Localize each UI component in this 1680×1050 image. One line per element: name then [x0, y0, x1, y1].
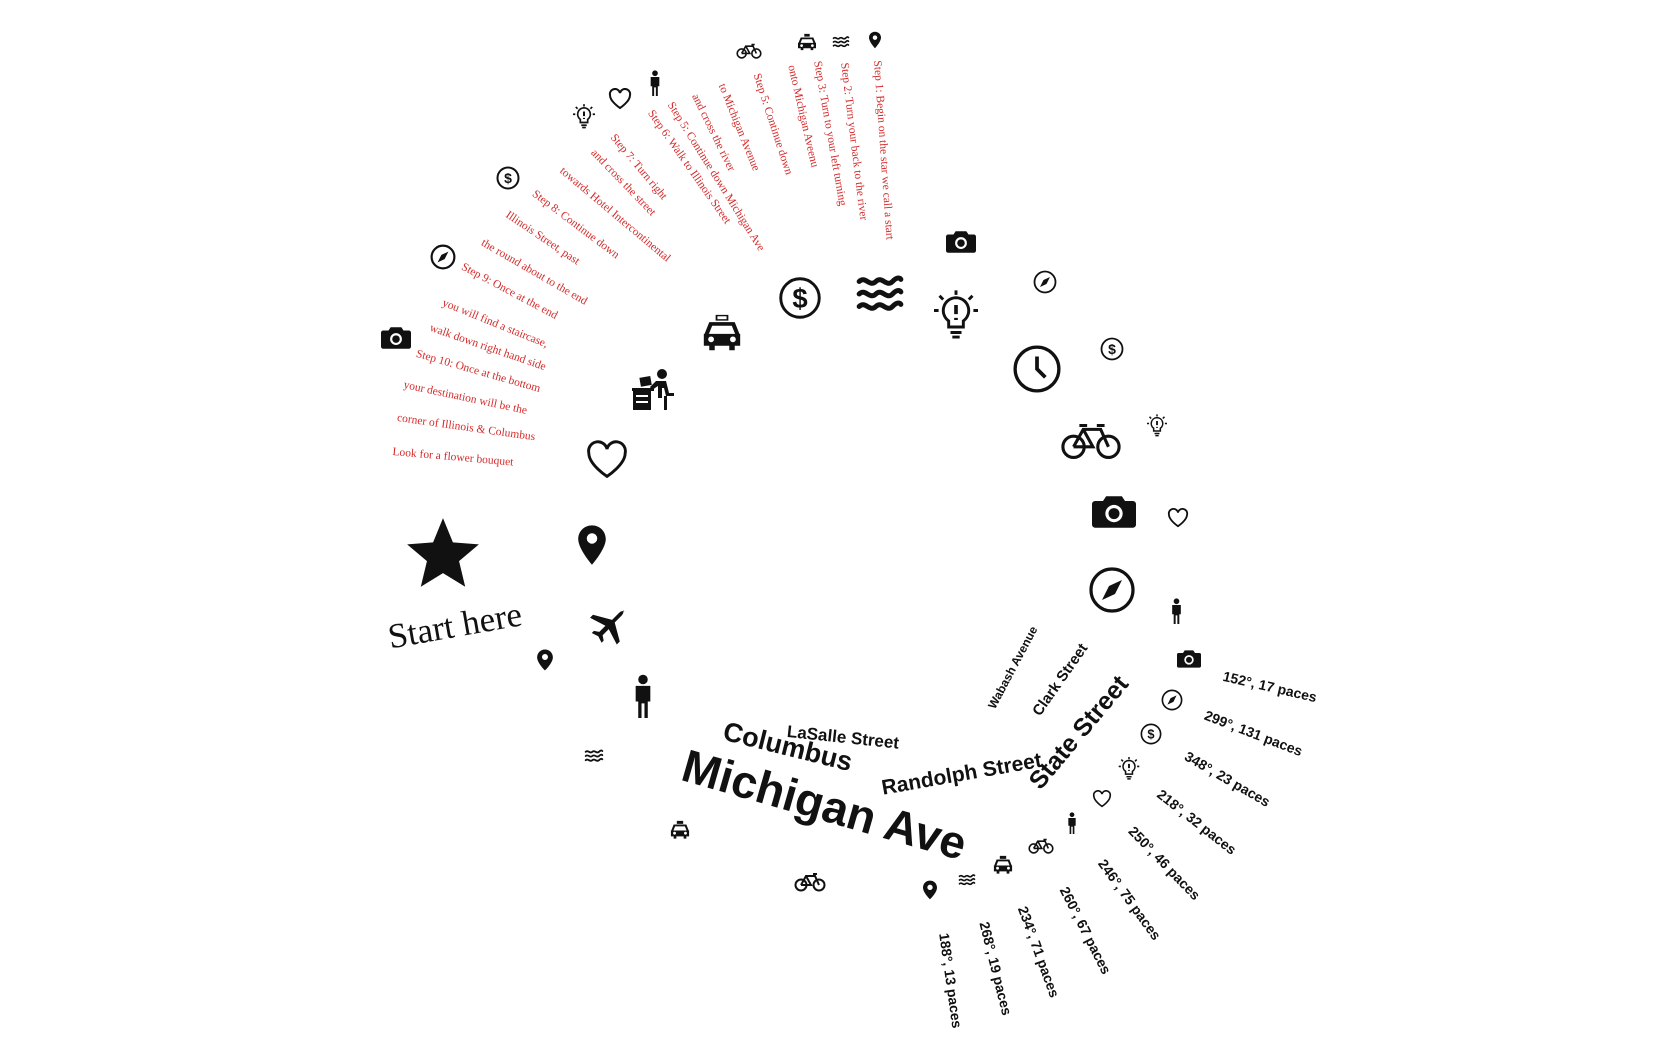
waves-icon [584, 748, 604, 764]
camera-icon [381, 326, 411, 350]
dollar-icon: $ [778, 276, 822, 320]
pin-icon [576, 524, 608, 566]
distance-label: 152°, 17 paces [1221, 668, 1319, 706]
person-icon [632, 672, 654, 720]
distance-label: 250°, 46 paces [1125, 823, 1204, 904]
desk-worker-icon [630, 368, 676, 412]
pin-icon [922, 880, 938, 900]
waves-icon [832, 35, 850, 49]
distance-label: 299°, 131 paces [1202, 707, 1305, 760]
dollar-icon: $ [1140, 723, 1162, 745]
lightbulb-icon [1118, 757, 1140, 781]
person-icon [1170, 598, 1183, 624]
distance-label: 234°, 71 paces [1014, 904, 1063, 1000]
camera-icon [1092, 494, 1136, 530]
lightbulb-icon [934, 290, 978, 342]
pin-icon [866, 30, 884, 50]
clock-icon [1012, 344, 1062, 394]
distance-label: 260°, 67 paces [1056, 884, 1115, 977]
lightbulb-icon [573, 104, 595, 130]
taxi-icon [700, 313, 744, 353]
taxi-icon [796, 33, 818, 51]
svg-text:$: $ [504, 170, 512, 186]
step-text: Step 5: Continue down Michigan Ave [664, 100, 767, 254]
distance-label: 246°, 75 paces [1095, 856, 1165, 943]
person-icon [1066, 812, 1078, 834]
distance-label: 218°, 32 paces [1154, 786, 1240, 858]
heart-icon [1167, 508, 1189, 528]
pin-icon [536, 648, 554, 672]
bicycle-icon [736, 42, 762, 60]
heart-icon [608, 88, 632, 110]
svg-text:$: $ [792, 283, 807, 314]
dollar-icon: $ [1100, 337, 1124, 361]
waves-icon [958, 873, 976, 887]
distance-label: 188°, 13 paces [936, 932, 966, 1030]
distance-label: 268°, 19 paces [976, 920, 1016, 1017]
camera-icon [1177, 649, 1201, 669]
svg-text:$: $ [1147, 727, 1154, 742]
person-icon [648, 70, 662, 96]
distance-label: 348°, 23 paces [1182, 748, 1274, 810]
taxi-icon [669, 820, 691, 840]
street-randolph: Randolph Street [879, 748, 1044, 800]
bicycle-icon [1028, 837, 1054, 855]
start-label: Start here [385, 594, 525, 657]
lightbulb-icon [1147, 414, 1167, 438]
step-text: Step 1: Begin on the star we call a star… [871, 60, 896, 241]
compass-icon [1161, 689, 1183, 711]
compass-icon [1088, 566, 1136, 614]
star-icon [402, 513, 484, 595]
bicycle-icon [1060, 420, 1122, 462]
dollar-icon: $ [496, 166, 520, 190]
step-text: Look for a flower bouquet [391, 446, 514, 469]
step-text: Step 8: Continue down [529, 188, 622, 262]
airplane-icon [582, 606, 632, 648]
bicycle-icon [794, 872, 826, 892]
step-text: corner of Illinois & Columbus [396, 412, 536, 444]
street-wabash: Wabash Avenue [985, 623, 1041, 712]
taxi-icon [992, 855, 1014, 875]
svg-text:$: $ [1108, 341, 1116, 357]
compass-icon [430, 244, 456, 270]
heart-icon [1092, 790, 1112, 808]
compass-icon [1033, 270, 1057, 294]
heart-icon [585, 440, 629, 480]
waves-icon [855, 272, 905, 316]
camera-icon [946, 230, 976, 254]
